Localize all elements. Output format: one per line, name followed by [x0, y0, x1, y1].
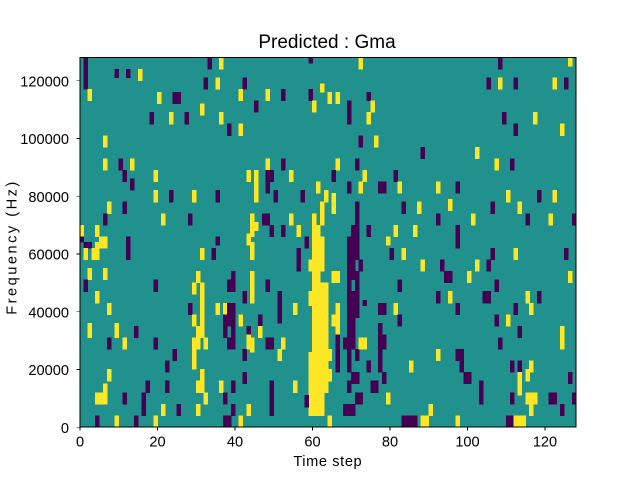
svg-text:40000: 40000 [28, 305, 69, 321]
svg-text:100000: 100000 [20, 132, 69, 148]
svg-text:Frequency (Hz): Frequency (Hz) [5, 179, 21, 315]
svg-text:0: 0 [76, 435, 84, 451]
svg-text:0: 0 [61, 421, 69, 437]
svg-text:20: 20 [149, 435, 165, 451]
svg-text:100: 100 [455, 435, 479, 451]
svg-text:60000: 60000 [28, 248, 69, 264]
svg-text:60: 60 [304, 435, 320, 451]
svg-text:80: 80 [382, 435, 398, 451]
svg-text:Time step: Time step [293, 454, 362, 470]
svg-text:Predicted : Gma: Predicted : Gma [258, 32, 396, 53]
svg-text:120000: 120000 [20, 74, 69, 90]
svg-text:20000: 20000 [28, 363, 69, 379]
svg-text:120: 120 [533, 435, 557, 451]
svg-text:40: 40 [227, 435, 243, 451]
svg-text:80000: 80000 [28, 190, 69, 206]
